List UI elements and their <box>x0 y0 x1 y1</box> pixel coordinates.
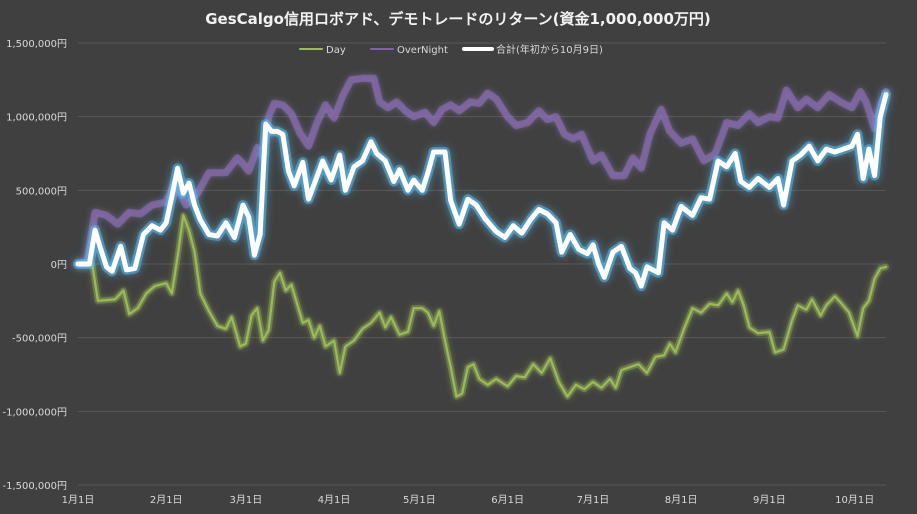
y-tick-label: -500,000円 <box>12 334 67 345</box>
series-line-total <box>75 92 889 289</box>
legend-label-day: Day <box>326 45 346 56</box>
x-tick-label: 1月1日 <box>62 494 95 506</box>
y-axis-ticks: 1,500,000円 1,000,000円 500,000円 0円 -500,000円 -… <box>2 39 67 492</box>
y-tick-label: 1,500,000円 <box>6 39 67 50</box>
series-line-day-glow <box>74 212 890 400</box>
y-tick-label: 1,000,000円 <box>6 113 67 124</box>
legend-label-overnight: OverNight <box>397 45 448 56</box>
x-tick-label: 9月1日 <box>753 494 786 506</box>
legend-label-total: 合計(年初から10月9日) <box>496 43 603 56</box>
x-tick-label: 5月1日 <box>403 494 436 506</box>
y-tick-label: 0円 <box>51 260 67 271</box>
series-line-overnight <box>76 77 888 266</box>
x-tick-label: 2月1日 <box>150 494 183 506</box>
y-tick-label: 500,000円 <box>16 186 67 197</box>
series-line-day <box>76 214 888 398</box>
series-line-overnight-glow <box>74 74 890 268</box>
series-lines <box>73 74 891 400</box>
x-tick-label: 4月1日 <box>318 494 351 506</box>
y-tick-label: -1,500,000円 <box>2 481 67 492</box>
x-tick-label: 10月1日 <box>835 494 874 506</box>
y-tick-label: -1,000,000円 <box>2 407 67 418</box>
x-tick-label: 3月1日 <box>229 494 262 506</box>
x-tick-label: 6月1日 <box>491 494 524 506</box>
x-axis-ticks: 1月1日 2月1日 3月1日 4月1日 5月1日 6月1日 7月1日 8月1日 9月1日 10月1… <box>62 494 875 506</box>
grid <box>78 42 886 486</box>
chart-title: GesCalgo信用ロボアド、デモトレードのリターン(資金1,000,000万円… <box>205 10 711 28</box>
legend: Day OverNight 合計(年初から10月9日) <box>299 43 603 56</box>
x-tick-label: 8月1日 <box>665 494 698 506</box>
x-tick-label: 7月1日 <box>577 494 610 506</box>
